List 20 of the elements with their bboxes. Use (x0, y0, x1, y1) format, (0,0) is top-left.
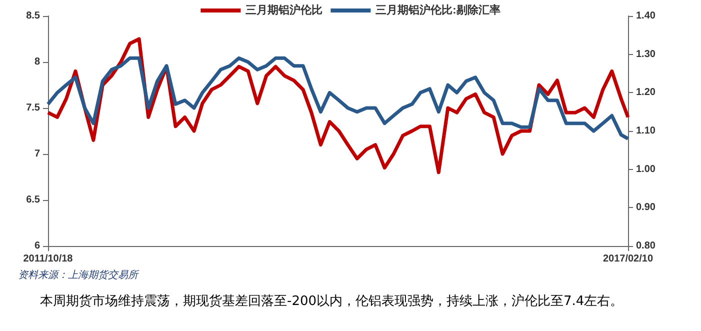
y-tick-label: 7 (34, 148, 40, 160)
y-tick-label: 7.5 (26, 102, 40, 114)
legend-label: 三月期铝沪伦比 (246, 4, 323, 16)
y-tick-label: 8.5 (26, 10, 40, 22)
line-series (46, 56, 630, 140)
x-tick-label: 2011/10/18 (23, 254, 74, 264)
y-tick-label: 6 (34, 240, 40, 252)
y2-tick-label: 1.10 (636, 126, 656, 136)
y2-tick-label: 1.00 (636, 164, 656, 175)
x-tick-label: 2017/02/10 (602, 254, 654, 264)
legend-label: 三月期铝沪伦比:剔除汇率 (376, 4, 500, 16)
y-tick-label: 6.5 (26, 194, 40, 206)
y2-tick-label: 1.20 (636, 87, 656, 98)
text: 资料来源：上海期货交易所 (18, 268, 138, 282)
y2-tick-label: 1.30 (636, 48, 656, 60)
y2-tick-label: 0.90 (636, 202, 656, 214)
y-tick-label: 8 (34, 56, 40, 68)
y2-tick-label: 1.40 (636, 10, 656, 22)
y2-tick-label: 0.80 (636, 240, 656, 252)
text: 本周期货市场维持震荡，期现货基差回落至-200以内，伦铝表现强势，持续上涨，沪伦比至7.4左右。 (40, 293, 624, 310)
